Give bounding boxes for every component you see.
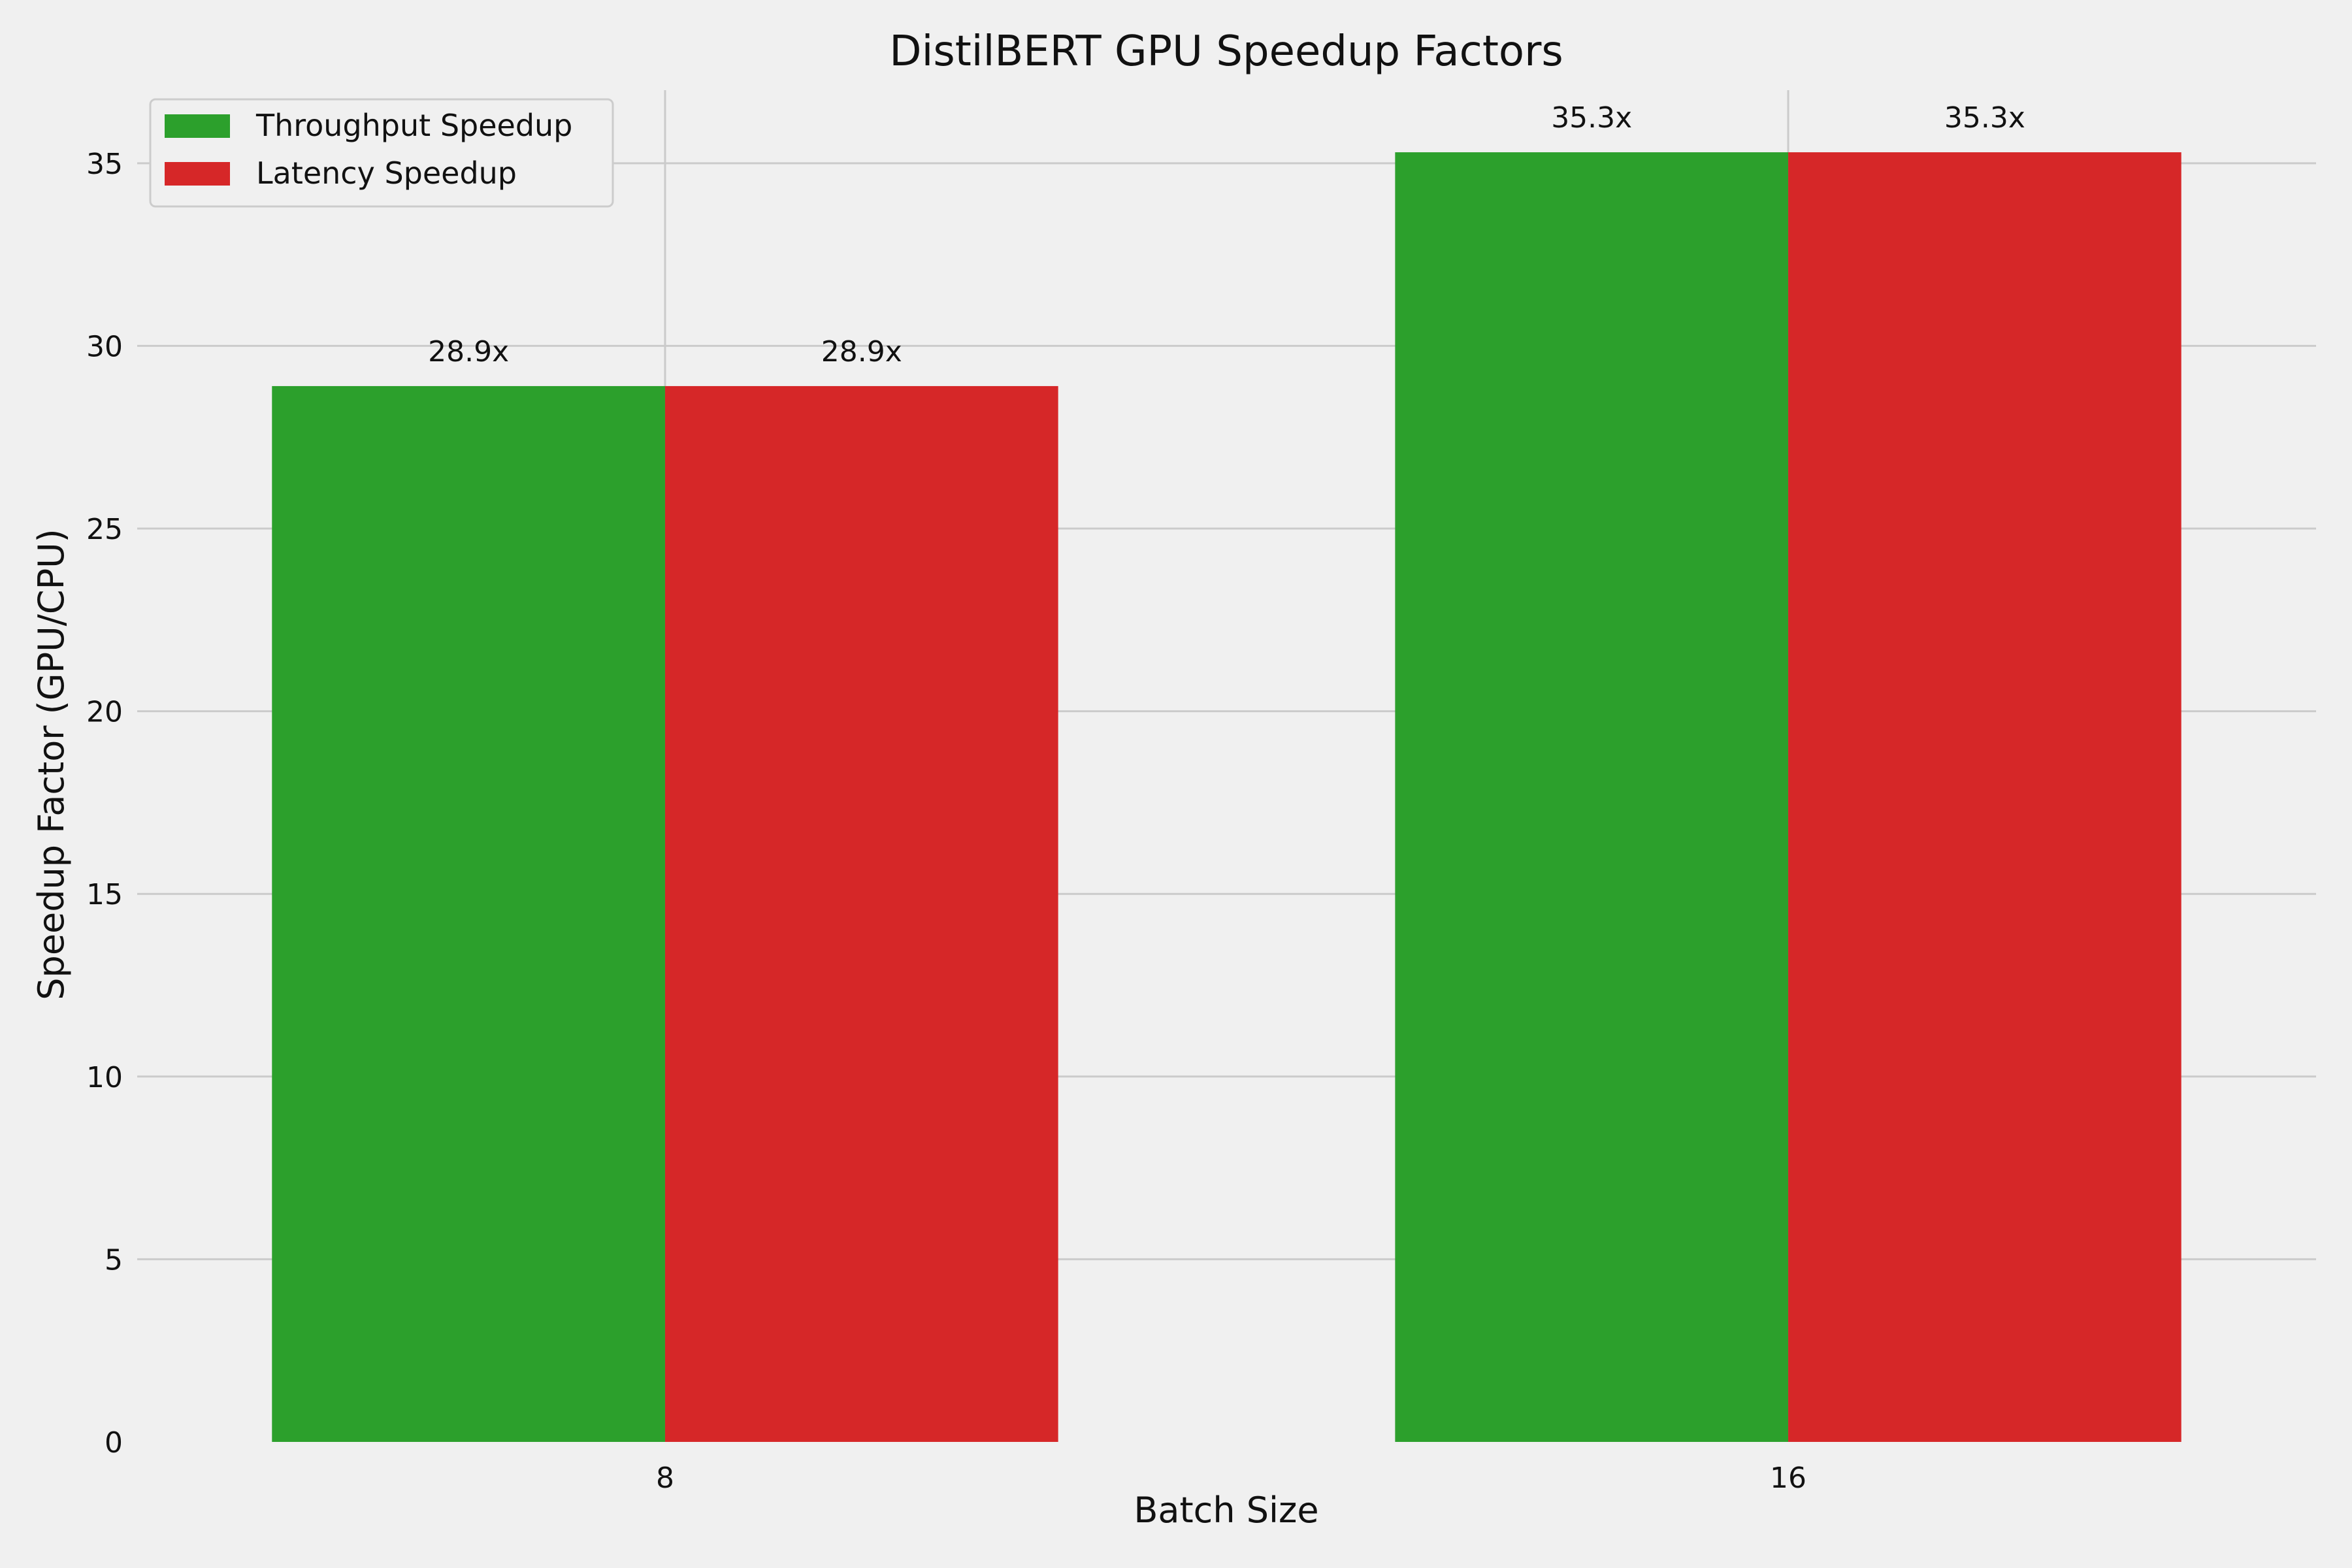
x-tick-labels: 8 16	[656, 1462, 1806, 1495]
y-tick-label: 20	[86, 696, 123, 729]
y-tick-label: 10	[86, 1061, 123, 1094]
y-tick-labels: 0 5 10 15 20 25 30 35	[86, 148, 123, 1460]
y-tick-label: 0	[105, 1426, 123, 1460]
bar-latency-speedup	[1788, 152, 2181, 1443]
legend-label: Latency Speedup	[256, 155, 517, 191]
y-tick-label: 5	[105, 1243, 123, 1277]
legend-label: Throughput Speedup	[255, 108, 572, 143]
bar-value-label: 35.3x	[1551, 101, 1632, 135]
x-tick-label: 8	[656, 1462, 674, 1495]
bar-throughput-speedup	[272, 385, 665, 1442]
y-tick-label: 15	[86, 878, 123, 911]
bar-value-label: 28.9x	[428, 335, 509, 368]
legend: Throughput Speedup Latency Speedup	[149, 98, 614, 208]
bar-throughput-speedup	[1395, 152, 1789, 1443]
legend-box	[149, 98, 614, 208]
chart-title: DistilBERT GPU Speedup Factors	[889, 27, 1563, 76]
y-tick-label: 30	[86, 330, 123, 363]
y-tick-label: 35	[86, 148, 123, 181]
bar-value-label: 35.3x	[1944, 101, 2025, 135]
x-tick-label: 16	[1770, 1462, 1806, 1495]
y-tick-label: 25	[86, 513, 123, 546]
bar-latency-speedup	[664, 385, 1058, 1442]
legend-swatch	[165, 162, 230, 186]
y-axis-title: Speedup Factor (GPU/CPU)	[31, 529, 72, 1000]
data-labels: 28.9x 35.3x 28.9x 35.3x	[428, 101, 2025, 368]
legend-swatch	[165, 114, 230, 138]
x-axis-title: Batch Size	[1134, 1490, 1318, 1531]
bar-value-label: 28.9x	[821, 335, 902, 368]
bars	[272, 152, 2181, 1443]
